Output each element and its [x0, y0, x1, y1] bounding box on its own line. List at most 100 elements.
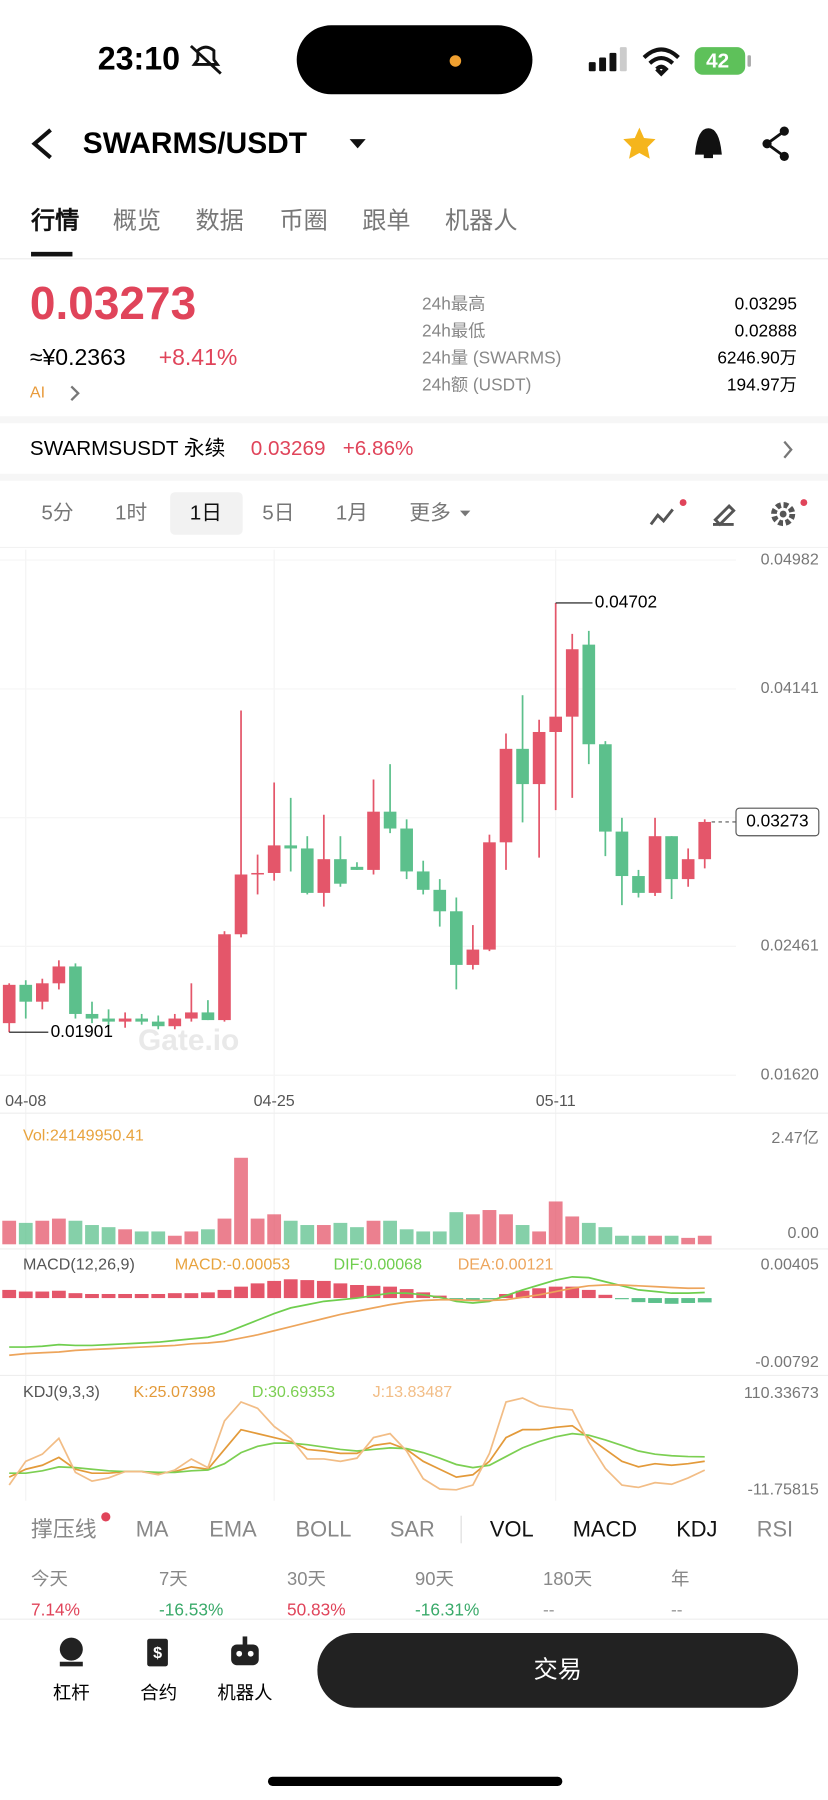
macd-title: MACD(12,26,9) [23, 1255, 135, 1273]
indicator-tab[interactable]: BOLL [296, 1516, 352, 1541]
indicator-tab[interactable]: VOL [490, 1516, 534, 1541]
indicator-tab[interactable]: SAR [390, 1516, 435, 1541]
tab[interactable]: 跟单 [362, 207, 410, 234]
perf-value: -- [671, 1600, 683, 1620]
volume-bar [167, 1235, 182, 1245]
trade-button[interactable] [317, 1633, 799, 1708]
interval-active [170, 492, 243, 535]
indicator-tab[interactable]: MACD [573, 1516, 637, 1541]
interval[interactable]: 更多 [409, 502, 450, 525]
indicator-tab[interactable]: KDJ [676, 1516, 717, 1541]
candle-body [483, 842, 496, 950]
volume-bar [399, 1229, 414, 1245]
macd-bar [465, 1298, 480, 1301]
macd-bar [151, 1293, 166, 1299]
candle-body [416, 871, 430, 890]
pair-dropdown[interactable] [349, 139, 366, 149]
x-tick-label: 04-08 [5, 1092, 46, 1110]
y-tick-label: 2.47亿 [771, 1129, 818, 1147]
tab-underline [31, 251, 73, 257]
interval[interactable]: 1时 [115, 502, 147, 525]
robot-icon[interactable] [231, 1636, 259, 1666]
volume-bar [416, 1231, 431, 1245]
candle-body [118, 1018, 132, 1022]
stat-value: 0.02888 [735, 320, 797, 340]
legend-entry: MACD:-0.00053 [175, 1255, 290, 1273]
back-button[interactable] [31, 128, 52, 160]
legend-entry: D:30.69353 [252, 1383, 335, 1401]
tab[interactable]: 行情 [30, 206, 79, 234]
candle-body [449, 911, 463, 965]
high-label: 0.04702 [595, 592, 657, 612]
macd-line [9, 1275, 705, 1348]
favorite-star[interactable] [623, 127, 656, 159]
candle-body [433, 889, 447, 912]
candle-body [383, 811, 397, 829]
alert-bell[interactable] [694, 128, 722, 159]
chart-type-icon[interactable] [649, 499, 687, 526]
volume-bar [449, 1212, 464, 1245]
y-tick-label: 110.33673 [744, 1384, 819, 1402]
perf-value: -- [543, 1600, 555, 1620]
indicator-tab[interactable]: RSI [757, 1516, 793, 1541]
candle-body [499, 748, 513, 843]
y-tick-label: 0.04141 [761, 679, 819, 697]
pair-title[interactable]: SWARMS/USDT [83, 127, 307, 160]
y-tick-label: 0.00405 [761, 1255, 819, 1273]
watermark: Gate.io [138, 1024, 239, 1057]
volume-bar [615, 1235, 629, 1245]
candle-body [698, 821, 712, 860]
candle-body [532, 731, 546, 785]
volume-bar [515, 1225, 530, 1245]
indicator-tab[interactable]: MA [136, 1516, 169, 1541]
perf-value: -16.31% [415, 1600, 479, 1620]
action-label[interactable]: 合约 [140, 1682, 177, 1703]
candle-body [300, 848, 314, 893]
contract-icon[interactable]: $ [147, 1638, 168, 1667]
volume-bar [432, 1231, 447, 1245]
volume-bar [283, 1220, 298, 1245]
last-price: 0.03273 [30, 277, 196, 329]
tab[interactable]: 机器人 [445, 207, 517, 234]
leverage-icon[interactable] [59, 1637, 83, 1667]
draw-icon[interactable] [712, 503, 736, 527]
chevron[interactable] [783, 440, 793, 459]
perp-name[interactable]: SWARMSUSDT 永续 [30, 437, 225, 460]
tab[interactable]: 概览 [113, 207, 161, 234]
volume-bar [350, 1227, 364, 1245]
indicator-tab[interactable]: 撑压线 [31, 1516, 97, 1541]
share-icon[interactable] [762, 126, 789, 162]
candle-body [102, 1018, 115, 1022]
candle-body [648, 836, 662, 893]
volume-bar [681, 1237, 696, 1245]
action-label[interactable]: 机器人 [217, 1682, 272, 1703]
interval[interactable]: 1日 [190, 502, 222, 525]
tab[interactable]: 数据 [196, 207, 244, 234]
volume-bar [267, 1214, 282, 1245]
trade-label[interactable]: 交易 [534, 1656, 582, 1683]
volume-bar [217, 1218, 232, 1245]
candle-body [2, 984, 16, 1024]
macd-bar [118, 1293, 133, 1299]
volume-bar [201, 1229, 215, 1245]
ai-link[interactable]: AI [30, 384, 45, 402]
mute-icon [189, 44, 222, 75]
volume-title: Vol:24149950.41 [23, 1126, 144, 1144]
more-dropdown [460, 510, 471, 517]
settings-icon[interactable] [771, 499, 808, 527]
candle-body [582, 644, 596, 745]
indicator-tab[interactable]: EMA [209, 1516, 257, 1541]
action-label[interactable]: 杠杆 [53, 1682, 90, 1703]
candle-body [350, 866, 364, 870]
volume-bar [648, 1235, 662, 1245]
interval[interactable]: 5日 [262, 502, 294, 525]
macd-bar [283, 1279, 298, 1299]
macd-bar [267, 1280, 282, 1299]
tab[interactable]: 币圈 [279, 207, 327, 234]
interval[interactable]: 5分 [41, 502, 73, 525]
macd-bar [482, 1298, 497, 1300]
interval[interactable]: 1月 [336, 502, 368, 525]
macd-bar [35, 1291, 50, 1299]
